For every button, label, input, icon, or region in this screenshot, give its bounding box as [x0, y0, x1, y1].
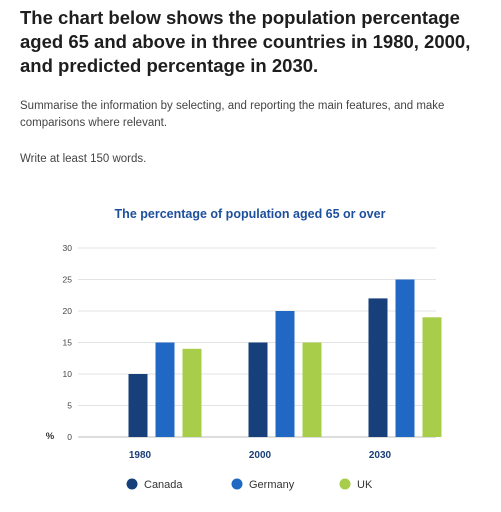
- bar-uk-2000: [302, 342, 322, 437]
- y-axis-ticks: 0 5 10 15 20 25 30: [63, 243, 73, 442]
- legend-marker-germany: [231, 478, 243, 490]
- legend-marker-uk: [339, 478, 351, 490]
- y-tick-label: 5: [67, 401, 72, 411]
- legend-label-uk: UK: [357, 479, 373, 491]
- task-instructions: Summarise the information by selecting, …: [20, 100, 445, 129]
- bar-canada-2000: [248, 342, 268, 437]
- legend-label-canada: Canada: [144, 479, 183, 491]
- x-tick-label: 1980: [129, 450, 152, 461]
- bar-germany-2030: [395, 279, 415, 437]
- task-title: The chart below shows the population per…: [20, 7, 471, 76]
- bar-uk-1980: [182, 348, 202, 437]
- chart-title: The percentage of population aged 65 or …: [115, 207, 386, 221]
- x-tick-label: 2000: [249, 450, 272, 461]
- legend-marker-canada: [126, 478, 138, 490]
- y-tick-label: 10: [63, 369, 73, 379]
- bar-canada-2030: [368, 298, 388, 437]
- bar-chart: The percentage of population aged 65 or …: [46, 207, 442, 491]
- y-tick-label: 30: [63, 243, 73, 253]
- x-axis-ticks: 1980 2000 2030: [129, 450, 392, 461]
- bar-germany-1980: [155, 342, 175, 437]
- y-tick-label: 20: [63, 306, 73, 316]
- y-tick-label: 25: [63, 275, 73, 285]
- bar-uk-2030: [422, 317, 442, 437]
- x-tick-label: 2030: [369, 450, 392, 461]
- y-axis-label: %: [46, 431, 55, 442]
- chart-bars: [128, 279, 442, 437]
- chart-legend: Canada Germany UK: [126, 478, 373, 491]
- legend-label-germany: Germany: [249, 479, 295, 491]
- word-count-requirement: Write at least 150 words.: [20, 153, 147, 165]
- y-tick-label: 15: [63, 338, 73, 348]
- bar-germany-2000: [275, 311, 295, 437]
- y-tick-label: 0: [67, 432, 72, 442]
- bar-canada-1980: [128, 374, 148, 437]
- chart-container: The percentage of population aged 65 or …: [0, 196, 501, 506]
